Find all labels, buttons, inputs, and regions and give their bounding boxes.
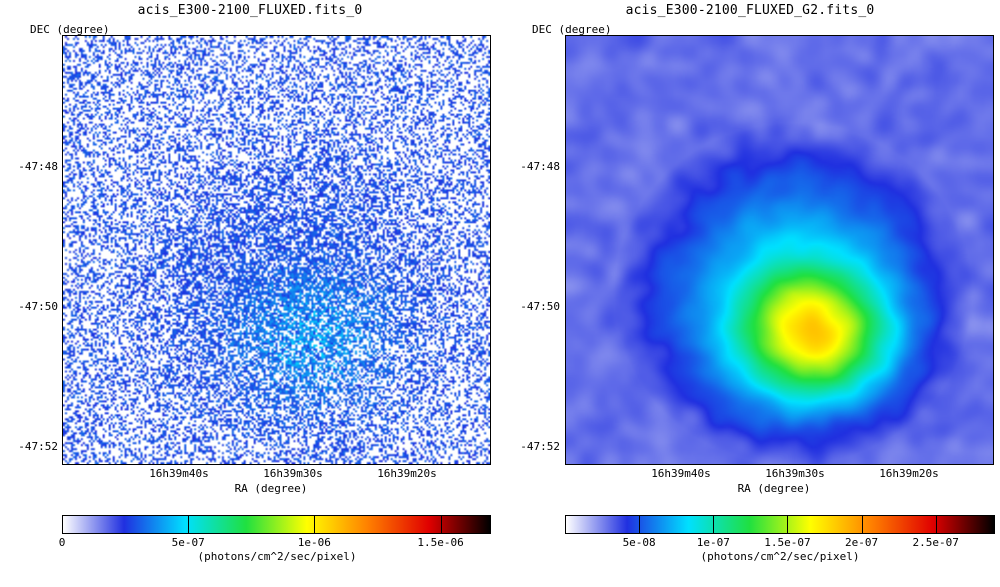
y-tick-label: -47:52	[520, 440, 560, 453]
colorbar-tick	[787, 515, 789, 534]
y-tick-label: -47:48	[18, 160, 58, 173]
y-axis-label: DEC (degree)	[30, 23, 110, 36]
y-tick-label: -47:48	[520, 160, 560, 173]
x-axis-label: RA (degree)	[737, 482, 811, 495]
x-tick-label: 16h39m20s	[879, 467, 939, 480]
colorbar-tick	[713, 515, 715, 534]
colorbar-unit-label: (photons/cm^2/sec/pixel)	[197, 550, 357, 563]
panel-title: acis_E300-2100_FLUXED.fits_0	[137, 3, 363, 18]
x-axis-label: RA (degree)	[234, 482, 308, 495]
colorbar-tick-label: 0	[58, 536, 66, 549]
colorbar-tick-label: 2.5e-07	[912, 536, 959, 549]
sky-image[interactable]	[565, 35, 994, 465]
colorbar	[565, 515, 995, 534]
colorbar-tick	[935, 515, 937, 534]
colorbar-tick	[314, 515, 316, 534]
y-tick-label: -47:50	[18, 300, 58, 313]
colorbar-tick-label: 1.5e-07	[764, 536, 811, 549]
colorbar-tick	[440, 515, 442, 534]
x-tick-label: 16h39m30s	[765, 467, 825, 480]
y-tick-label: -47:52	[18, 440, 58, 453]
x-tick-label: 16h39m40s	[149, 467, 209, 480]
colorbar	[62, 515, 491, 534]
colorbar-tick-label: 5e-07	[171, 536, 205, 549]
raw-image-panel: acis_E300-2100_FLUXED.fits_0 DEC (degree…	[18, 3, 491, 563]
colorbar-tick-label: 1.5e-06	[417, 536, 464, 549]
x-tick-label: 16h39m20s	[377, 467, 437, 480]
x-tick-label: 16h39m40s	[651, 467, 711, 480]
colorbar-tick-label: 1e-06	[297, 536, 331, 549]
colorbar-tick	[639, 515, 641, 534]
sky-image[interactable]	[62, 35, 491, 465]
colorbar-tick-label: 1e-07	[696, 536, 730, 549]
heatmap-canvas	[63, 36, 490, 464]
colorbar-tick-label: 5e-08	[622, 536, 656, 549]
y-axis-label: DEC (degree)	[532, 23, 612, 36]
colorbar-tick-label: 2e-07	[844, 536, 879, 549]
smoothed-image-panel: acis_E300-2100_FLUXED_G2.fits_0 DEC (deg…	[500, 0, 1000, 587]
colorbar-unit-label: (photons/cm^2/sec/pixel)	[700, 550, 860, 563]
y-tick-label: -47:50	[520, 300, 560, 313]
colorbar-tick	[861, 515, 863, 534]
colorbar-tick	[188, 515, 190, 534]
panel-title: acis_E300-2100_FLUXED_G2.fits_0	[625, 3, 875, 18]
x-tick-label: 16h39m30s	[263, 467, 323, 480]
heatmap-canvas	[566, 36, 993, 464]
